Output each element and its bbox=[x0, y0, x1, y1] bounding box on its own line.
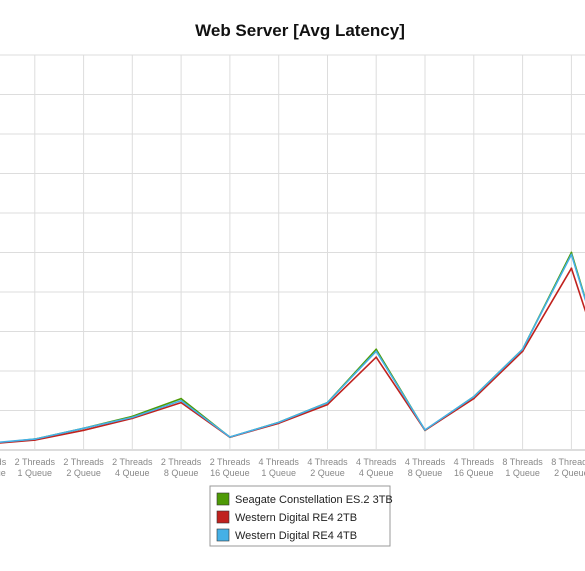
x-tick-label: 2 Threads 4 Queue bbox=[112, 457, 153, 478]
x-tick-label: 4 Threads 2 Queue bbox=[307, 457, 348, 478]
legend-item: Western Digital RE4 2TB bbox=[216, 510, 357, 524]
x-tick-label: 8 Threads 1 Queue bbox=[502, 457, 543, 478]
data-point bbox=[375, 356, 378, 359]
legend-item: Western Digital RE4 4TB bbox=[216, 528, 357, 542]
legend-swatch bbox=[216, 492, 230, 506]
data-point bbox=[375, 348, 378, 351]
data-point bbox=[180, 399, 183, 402]
chart-title: Web Server [Avg Latency] bbox=[195, 21, 405, 40]
legend-items: Seagate Constellation ES.2 3TB Western Di… bbox=[216, 492, 393, 542]
data-point bbox=[570, 253, 573, 256]
data-point bbox=[229, 436, 231, 438]
data-point bbox=[375, 350, 378, 353]
x-tick-label: 4 Threads 16 Queue bbox=[454, 457, 495, 478]
x-tick-label: 2 Threads 1 Queue bbox=[15, 457, 56, 478]
x-tick-label: 4 Threads 4 Queue bbox=[356, 457, 397, 478]
data-point bbox=[326, 403, 329, 406]
data-point bbox=[521, 348, 524, 351]
data-point bbox=[570, 267, 573, 270]
x-tick-label: 2 Threads 2 Queue bbox=[63, 457, 104, 478]
legend-label: Western Digital RE4 2TB bbox=[235, 512, 357, 524]
legend-swatch bbox=[216, 528, 230, 542]
data-point bbox=[472, 397, 475, 400]
legend-label: Western Digital RE4 4TB bbox=[235, 530, 357, 542]
x-tick-label: 4 Threads 1 Queue bbox=[259, 457, 300, 478]
data-point bbox=[424, 429, 426, 431]
data-point bbox=[82, 427, 85, 430]
data-point bbox=[33, 438, 36, 440]
x-tick-label: 4 Threads 8 Queue bbox=[405, 457, 446, 478]
grid-lines bbox=[0, 54, 585, 451]
data-point bbox=[277, 421, 280, 424]
data-point bbox=[570, 251, 573, 254]
legend-box bbox=[209, 485, 391, 547]
legend: Seagate Constellation ES.2 3TB Western Di… bbox=[209, 485, 393, 547]
series-lines bbox=[0, 251, 585, 444]
legend-item: Seagate Constellation ES.2 3TB bbox=[216, 492, 393, 506]
x-tick-label: 2 Threads 8 Queue bbox=[161, 457, 202, 478]
legend-label: Seagate Constellation ES.2 3TB bbox=[235, 494, 393, 506]
data-point bbox=[131, 416, 134, 419]
legend-swatch bbox=[216, 510, 230, 524]
data-point bbox=[472, 395, 475, 398]
data-point bbox=[180, 401, 183, 404]
data-point bbox=[82, 429, 85, 432]
x-tick-label: 2 Threads 16 Queue bbox=[210, 457, 251, 478]
data-point bbox=[326, 401, 329, 404]
data-point bbox=[180, 397, 183, 400]
